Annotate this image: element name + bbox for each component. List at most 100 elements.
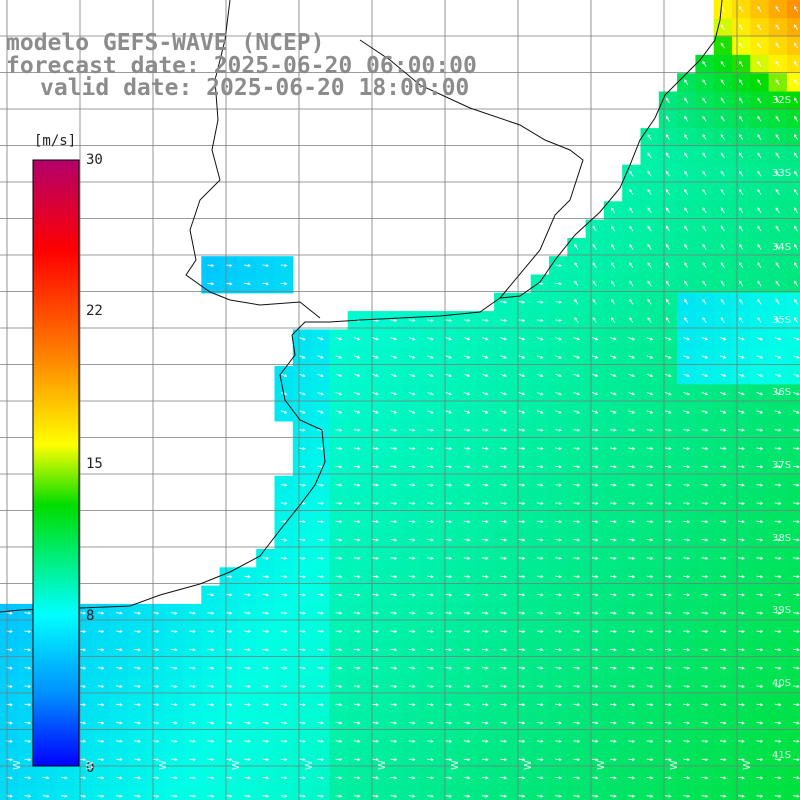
wind-arrow (738, 739, 745, 743)
wind-arrow (664, 446, 672, 450)
wind-arrow (463, 465, 471, 469)
wind-arrow (427, 318, 434, 322)
wind-arrow (518, 575, 526, 579)
wind-arrow (445, 428, 453, 432)
wind-arrow (427, 593, 434, 597)
wind-speed-cell (786, 494, 800, 513)
wind-arrow (518, 703, 526, 707)
wind-arrow (298, 428, 306, 432)
wind-arrow (481, 318, 489, 322)
wind-arrow (719, 373, 727, 377)
wind-arrow (684, 225, 689, 232)
wind-arrow (756, 556, 764, 560)
wind-arrow (574, 262, 579, 269)
wind-arrow (280, 263, 288, 267)
wind-arrow (738, 629, 745, 633)
wind-arrow (518, 758, 526, 762)
wind-arrow (739, 317, 744, 323)
wind-arrow (298, 794, 306, 798)
wind-arrow (225, 684, 233, 688)
wind-arrow (445, 501, 453, 505)
wind-arrow (372, 538, 379, 542)
wind-arrow (610, 703, 617, 707)
wind-arrow (701, 575, 709, 579)
wind-arrow (646, 410, 654, 414)
wind-arrow (408, 758, 416, 762)
wind-arrow (555, 318, 562, 322)
wind-arrow (536, 776, 544, 780)
wind-arrow (774, 355, 782, 359)
wind-arrow (134, 629, 142, 633)
wind-arrow (317, 776, 325, 780)
colorbar-tick: 15 (86, 456, 103, 472)
wind-arrow (481, 483, 489, 487)
wind-arrow (775, 79, 780, 86)
wind-arrow (629, 262, 634, 269)
wind-arrow (555, 300, 562, 304)
wind-speed-cell (786, 732, 800, 751)
wind-arrow (408, 520, 416, 524)
wind-arrow (500, 593, 508, 597)
wind-speed-cell (786, 219, 800, 239)
wind-arrow (372, 684, 379, 688)
wind-arrow (665, 298, 670, 305)
wind-arrow (646, 465, 654, 469)
wind-arrow (793, 538, 800, 542)
wind-arrow (500, 556, 508, 560)
wind-arrow (317, 629, 325, 633)
lat-label: 32S (772, 95, 792, 106)
wind-arrow (445, 666, 453, 670)
wind-arrow (646, 776, 654, 780)
wind-arrow (500, 373, 507, 377)
wind-arrow (244, 684, 251, 688)
wind-arrow (445, 684, 453, 688)
wind-arrow (702, 60, 707, 67)
wind-arrow (774, 593, 782, 597)
wind-arrow (665, 207, 670, 214)
wind-arrow (555, 520, 562, 524)
wind-arrow (757, 298, 762, 305)
wind-arrow (664, 501, 672, 505)
wind-arrow (629, 317, 634, 323)
wind-arrow (225, 776, 233, 780)
wind-arrow (683, 739, 691, 743)
lon-label: W (85, 760, 96, 770)
wind-arrow (42, 794, 50, 798)
wind-arrow (610, 225, 616, 232)
wind-arrow (298, 337, 306, 341)
wind-arrow (610, 794, 617, 798)
wind-arrow (738, 538, 745, 542)
wind-arrow (445, 739, 453, 743)
wind-arrow (280, 282, 288, 286)
wind-arrow (573, 593, 581, 597)
wind-arrow (536, 648, 544, 652)
wind-arrow (445, 575, 453, 579)
wind-arrow (244, 593, 251, 597)
wind-arrow (427, 794, 434, 798)
wind-arrow (445, 410, 452, 414)
wind-arrow (390, 410, 398, 414)
wind-speed-cell (786, 54, 800, 74)
wind-arrow (97, 739, 105, 743)
wind-arrow (738, 465, 745, 469)
wind-arrow (335, 446, 343, 450)
wind-arrow (555, 611, 562, 615)
wind-arrow (372, 611, 379, 615)
wind-arrow (372, 501, 379, 505)
wind-arrow (646, 428, 654, 432)
wind-arrow (189, 648, 196, 652)
wind-arrow (317, 703, 325, 707)
wind-arrow (738, 373, 745, 377)
wind-arrow (335, 703, 343, 707)
wind-speed-cell (786, 73, 800, 93)
lat-label: 33S (772, 168, 792, 179)
wind-arrow (536, 739, 544, 743)
wind-arrow (445, 318, 453, 322)
wind-arrow (574, 280, 579, 287)
wind-arrow (518, 684, 526, 688)
wind-arrow (684, 97, 689, 104)
wind-arrow (390, 483, 398, 487)
wind-arrow (262, 721, 270, 725)
wind-arrow (664, 776, 672, 780)
